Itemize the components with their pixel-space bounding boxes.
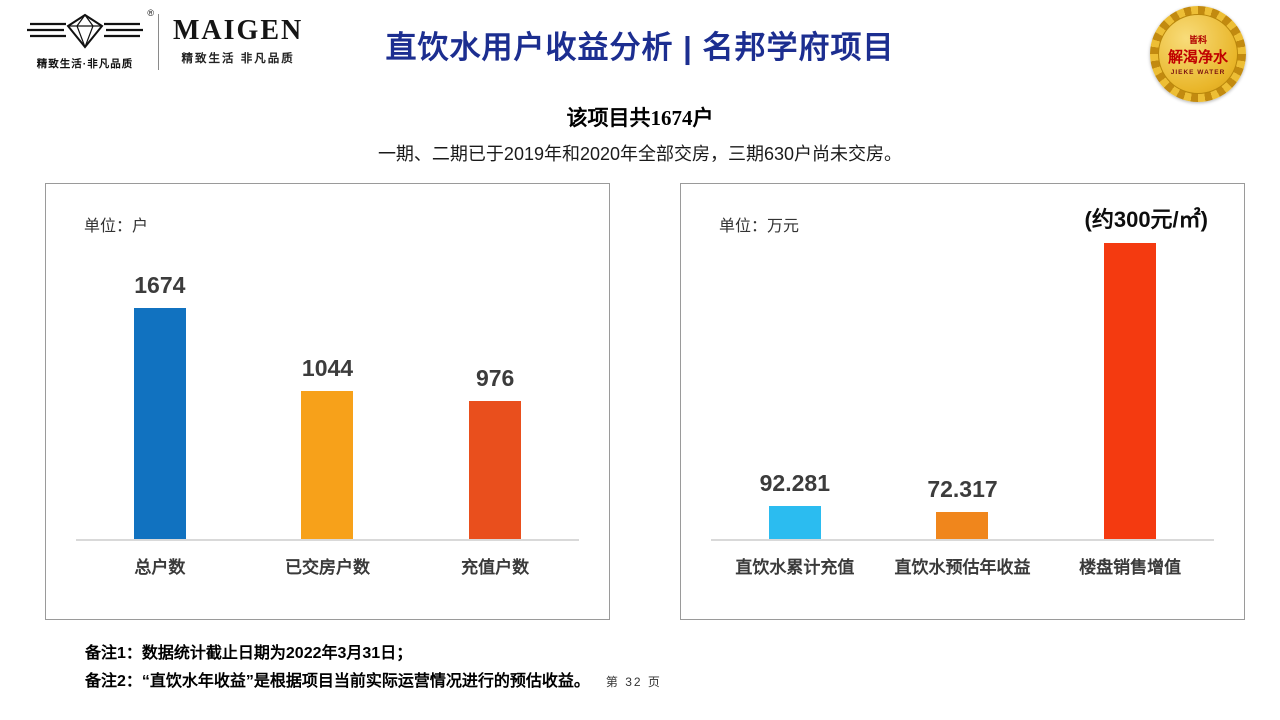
- bar-column: 72.317: [879, 476, 1047, 539]
- brand-name: MAIGEN: [173, 15, 304, 46]
- bar: [301, 391, 354, 539]
- seal-bottom-text: JIEKE WATER: [1170, 68, 1226, 76]
- brand-logo: ® 精致生活·非凡品质 MAIGEN 精致生活 非凡品质: [26, 8, 303, 71]
- registered-mark: ®: [147, 8, 154, 18]
- seal-badge: 皆科 解渴净水 JIEKE WATER: [1150, 6, 1246, 102]
- subtitle-total-households: 该项目共1674户: [566, 106, 714, 130]
- bar-column: 1674: [76, 272, 244, 539]
- category-row: 直饮水累计充值 直饮水预估年收益 楼盘销售增值: [711, 553, 1214, 578]
- bar-category-label: 直饮水累计充值: [735, 558, 855, 577]
- bar: [469, 401, 522, 539]
- bar-column: [1046, 243, 1214, 539]
- note-2: 备注2：“直饮水年收益”是根据项目当前实际运营情况进行的预估收益。: [85, 673, 590, 690]
- bar-column: 1044: [244, 355, 412, 539]
- bar-category-label: 充值户数: [461, 558, 530, 577]
- bar-category-label: 直饮水预估年收益: [894, 558, 1031, 577]
- revenue-chart-panel: 单位：万元 (约300元/㎡) 92.281 72.317 直饮水累计充值 直饮水预…: [680, 183, 1245, 620]
- x-axis-line: [76, 539, 579, 541]
- footer-notes: 备注1：数据统计截止日期为2022年3月31日； 备注2：“直饮水年收益”是根据…: [85, 640, 662, 696]
- households-chart-panel: 单位：户 1674 1044 976 总户数 已交房户数 充值户数: [45, 183, 610, 620]
- diamond-logo-icon: ®: [26, 8, 154, 55]
- bar-category-label: 楼盘销售增值: [1079, 558, 1182, 577]
- note-1: 备注1：数据统计截止日期为2022年3月31日；: [85, 645, 413, 662]
- seal-inner-circle: 皆科 解渴净水 JIEKE WATER: [1158, 14, 1238, 94]
- brand-left-block: ® 精致生活·非凡品质: [26, 8, 154, 71]
- brand-name-block: MAIGEN 精致生活 非凡品质: [173, 17, 303, 66]
- bar-column: 92.281: [711, 470, 879, 539]
- seal-gear-ring-icon: 皆科 解渴净水 JIEKE WATER: [1150, 6, 1246, 102]
- bar-column: 976: [411, 365, 579, 539]
- seal-main-text: 解渴净水: [1167, 49, 1228, 66]
- bar-value-label: 1674: [134, 272, 186, 298]
- bar-value-label: 72.317: [927, 476, 998, 502]
- bar-value-label: 92.281: [759, 470, 830, 496]
- category-row: 总户数 已交房户数 充值户数: [76, 553, 579, 578]
- plot-area: 92.281 72.317: [711, 242, 1214, 539]
- bar: [133, 308, 186, 539]
- bar-value-label: 1044: [301, 355, 354, 381]
- seal-top-text: 皆科: [1188, 34, 1207, 45]
- x-axis-line: [711, 539, 1214, 541]
- page-title: 直饮水用户收益分析 | 名邦学府项目: [385, 30, 895, 65]
- bar-category-label: 总户数: [134, 558, 186, 577]
- brand-tagline-right: 精致生活 非凡品质: [181, 53, 295, 65]
- bar: [768, 506, 821, 539]
- note-2-line: 备注2：“直饮水年收益”是根据项目当前实际运营情况进行的预估收益。 第 32 页: [85, 668, 662, 696]
- bar: [1104, 243, 1157, 539]
- plot-area: 1674 1044 976: [76, 242, 579, 539]
- brand-divider: [158, 13, 159, 70]
- unit-label: 单位：户: [84, 218, 149, 235]
- subtitle-delivery-info: 一期、二期已于2019年和2020年全部交房，三期630户尚未交房。: [377, 144, 903, 164]
- unit-label: 单位：万元: [719, 218, 800, 235]
- brand-tagline-left: 精致生活·非凡品质: [36, 58, 134, 70]
- page-number: 第 32 页: [605, 675, 662, 689]
- bar: [936, 512, 989, 539]
- price-per-sqm-annotation: (约300元/㎡): [1084, 207, 1208, 232]
- bar-category-label: 已交房户数: [284, 558, 370, 577]
- bar-value-label: 976: [475, 365, 515, 391]
